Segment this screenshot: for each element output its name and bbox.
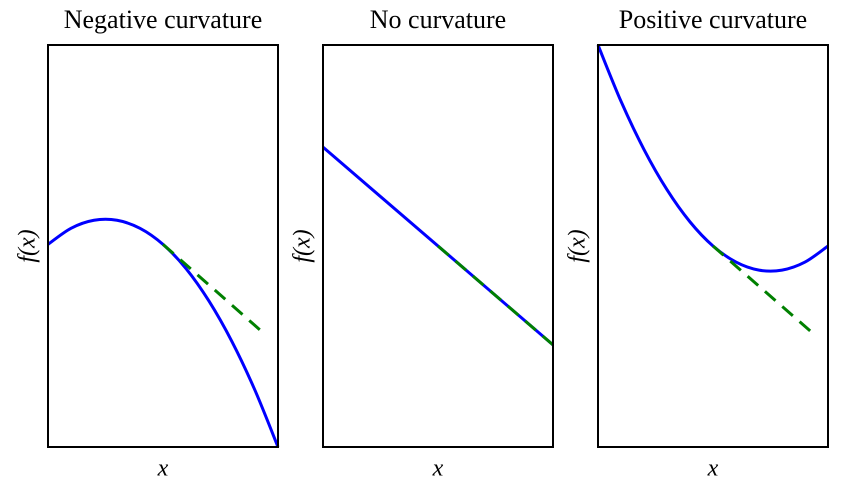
- axes-frame: [597, 44, 829, 448]
- y-axis-label: f(x): [565, 229, 591, 262]
- curve: [47, 217, 280, 448]
- curve: [437, 244, 554, 347]
- panel-title: No curvature: [370, 5, 506, 34]
- x-axis-label: x: [432, 456, 444, 482]
- curve: [596, 44, 829, 273]
- x-axis-label: x: [157, 456, 169, 482]
- panel-title: Negative curvature: [64, 5, 263, 34]
- panel-title: Positive curvature: [619, 5, 807, 34]
- curve: [712, 244, 818, 338]
- axes-frame: [322, 44, 554, 448]
- axes-frame: [47, 44, 279, 448]
- x-axis-label: x: [707, 456, 719, 482]
- y-axis-label: f(x): [290, 229, 316, 262]
- y-axis-label: f(x): [15, 229, 41, 262]
